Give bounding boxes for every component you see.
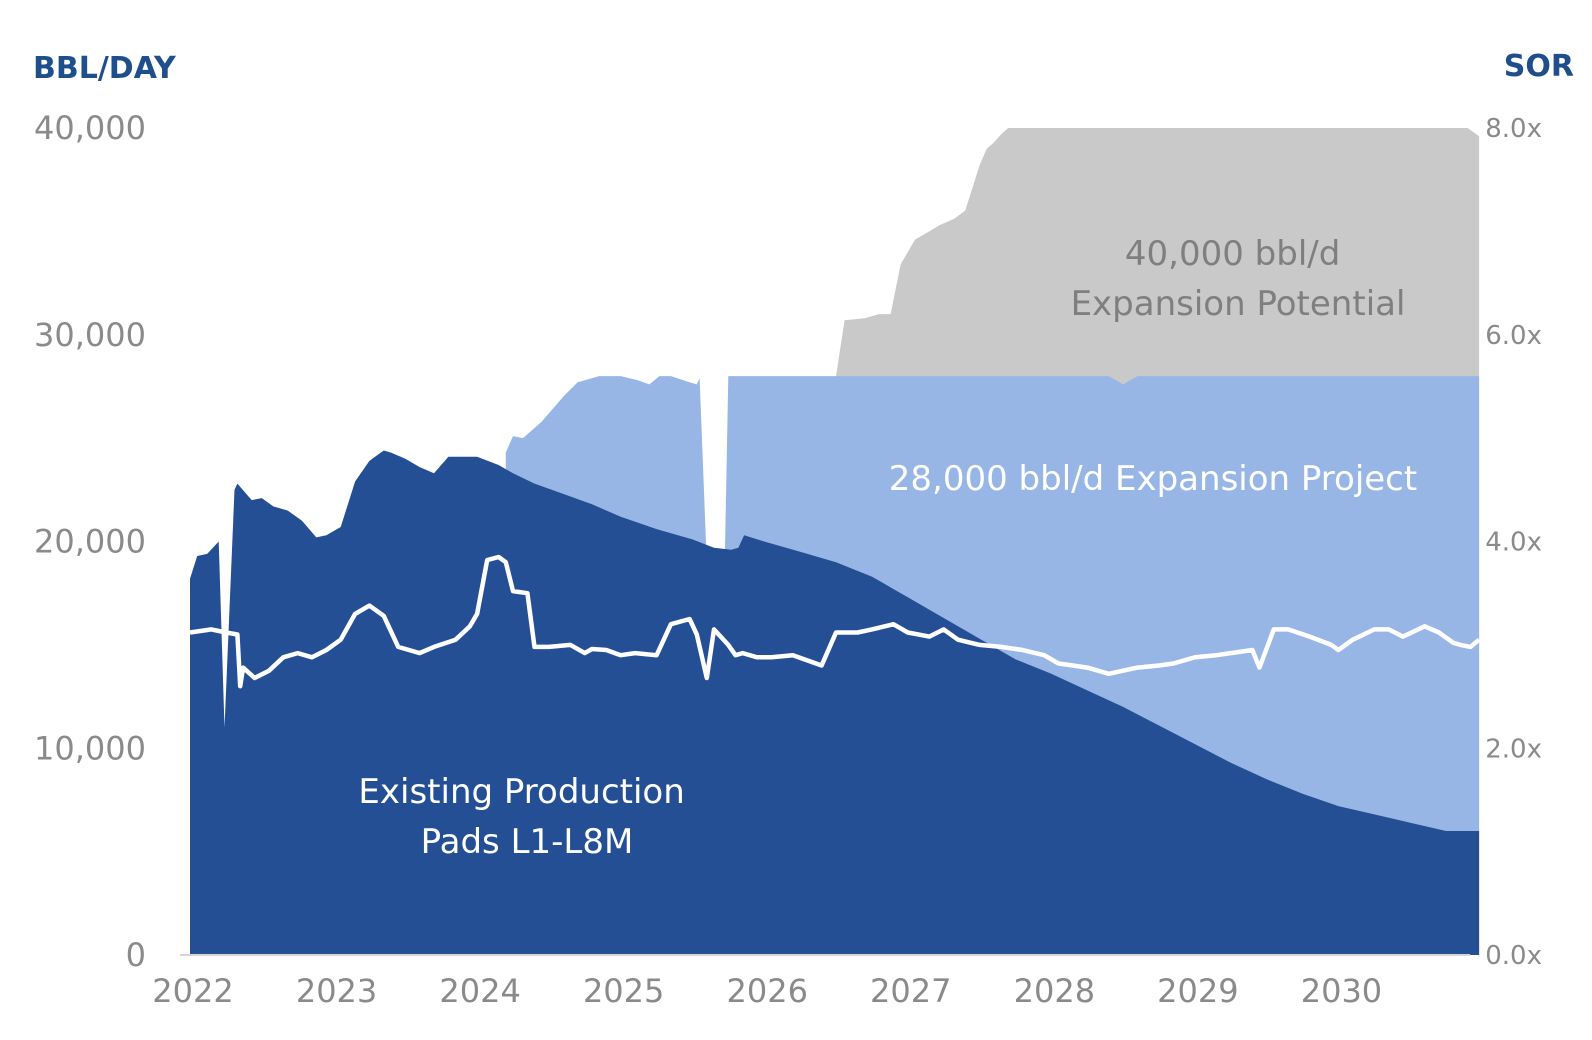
right-tick-label: 2.0x <box>1485 734 1542 764</box>
label-expansion-project: 28,000 bbl/d Expansion Project <box>889 459 1417 499</box>
label-expansion-potential-line2: Expansion Potential <box>1071 284 1406 324</box>
right-axis-ticks: 0.0x 2.0x 4.0x 6.0x 8.0x <box>1485 114 1542 971</box>
area-existing-production <box>190 450 1480 955</box>
x-tick-label: 2022 <box>152 972 233 1010</box>
x-tick-label: 2028 <box>1014 972 1095 1010</box>
left-tick-label: 20,000 <box>34 523 146 561</box>
x-tick-label: 2024 <box>439 972 520 1010</box>
left-tick-label: 40,000 <box>34 109 146 147</box>
right-tick-label: 8.0x <box>1485 114 1542 144</box>
label-existing-line1: Existing Production <box>358 772 684 812</box>
left-axis-ticks: 0 10,000 20,000 30,000 40,000 <box>34 109 146 974</box>
left-axis-title: BBL/DAY <box>33 51 177 86</box>
left-tick-label: 30,000 <box>34 316 146 354</box>
label-expansion-potential: 40,000 bbl/d Expansion Potential <box>1071 234 1406 324</box>
label-existing-production: Existing Production Pads L1-L8M <box>358 772 695 862</box>
left-tick-label: 0 <box>126 936 146 974</box>
x-tick-label: 2026 <box>727 972 808 1010</box>
x-tick-label: 2030 <box>1301 972 1382 1010</box>
x-axis-ticks: 2022 2023 2024 2025 2026 2027 2028 2029 2030 <box>152 972 1382 1010</box>
label-expansion-potential-line1: 40,000 bbl/d <box>1125 234 1340 274</box>
sor-line <box>189 554 1481 689</box>
areas-layer <box>190 128 1480 956</box>
right-axis-title: SOR <box>1504 49 1574 84</box>
x-tick-label: 2027 <box>870 972 951 1010</box>
left-tick-label: 10,000 <box>34 729 146 767</box>
right-tick-label: 0.0x <box>1485 941 1542 971</box>
label-existing-line2: Pads L1-L8M <box>421 822 634 862</box>
right-tick-label: 4.0x <box>1485 528 1542 558</box>
x-tick-label: 2023 <box>296 972 377 1010</box>
right-tick-label: 6.0x <box>1485 321 1542 351</box>
x-tick-label: 2029 <box>1157 972 1238 1010</box>
x-tick-label: 2025 <box>583 972 664 1010</box>
